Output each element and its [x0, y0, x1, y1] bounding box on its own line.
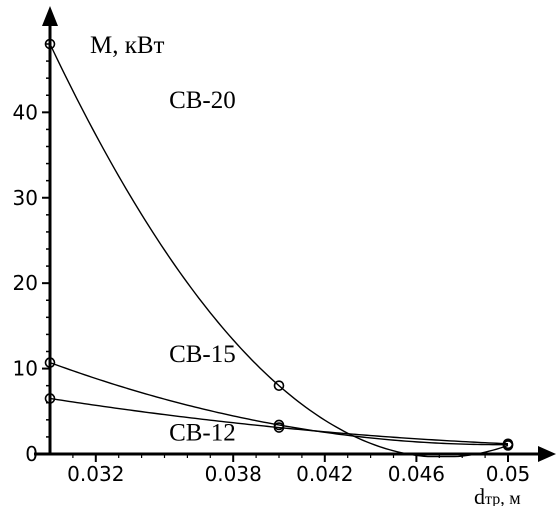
series-line [49, 361, 509, 446]
data-point [44, 357, 56, 368]
y-tick-label: 0 [25, 442, 38, 466]
y-axis-arrow [42, 6, 58, 26]
series-label: CB-15 [169, 341, 236, 368]
data-point [502, 438, 514, 450]
x-tick-label: 0.038 [205, 462, 262, 486]
series-line [49, 43, 509, 458]
labels: 0 10 20 30 40 0.032 0.038 0.042 0.046 0.05 CB-20 CB… [13, 32, 531, 506]
y-tick-label: 20 [13, 271, 38, 295]
data-point [273, 380, 285, 391]
series-label: CB-12 [169, 419, 236, 446]
x-tick-label: 0.046 [388, 462, 445, 486]
y-tick-label: 10 [13, 357, 38, 381]
y-tick-label: 30 [13, 186, 38, 210]
series-label: CB-20 [169, 87, 236, 114]
data-point [44, 38, 56, 50]
series-line [49, 397, 509, 445]
curves [49, 43, 509, 458]
axes [34, 6, 556, 462]
x-tick-label: 0.05 [486, 462, 531, 486]
y-tick-label: 40 [13, 100, 38, 124]
x-tick-label: 0.042 [296, 462, 353, 486]
x-axis-label: dтр, м [474, 484, 521, 506]
data-point [273, 422, 285, 433]
data-point [44, 393, 56, 404]
markers [44, 38, 514, 451]
x-tick-label: 0.032 [67, 462, 124, 486]
x-axis-arrow [538, 446, 556, 462]
y-axis-label: M, кВт [90, 32, 165, 59]
